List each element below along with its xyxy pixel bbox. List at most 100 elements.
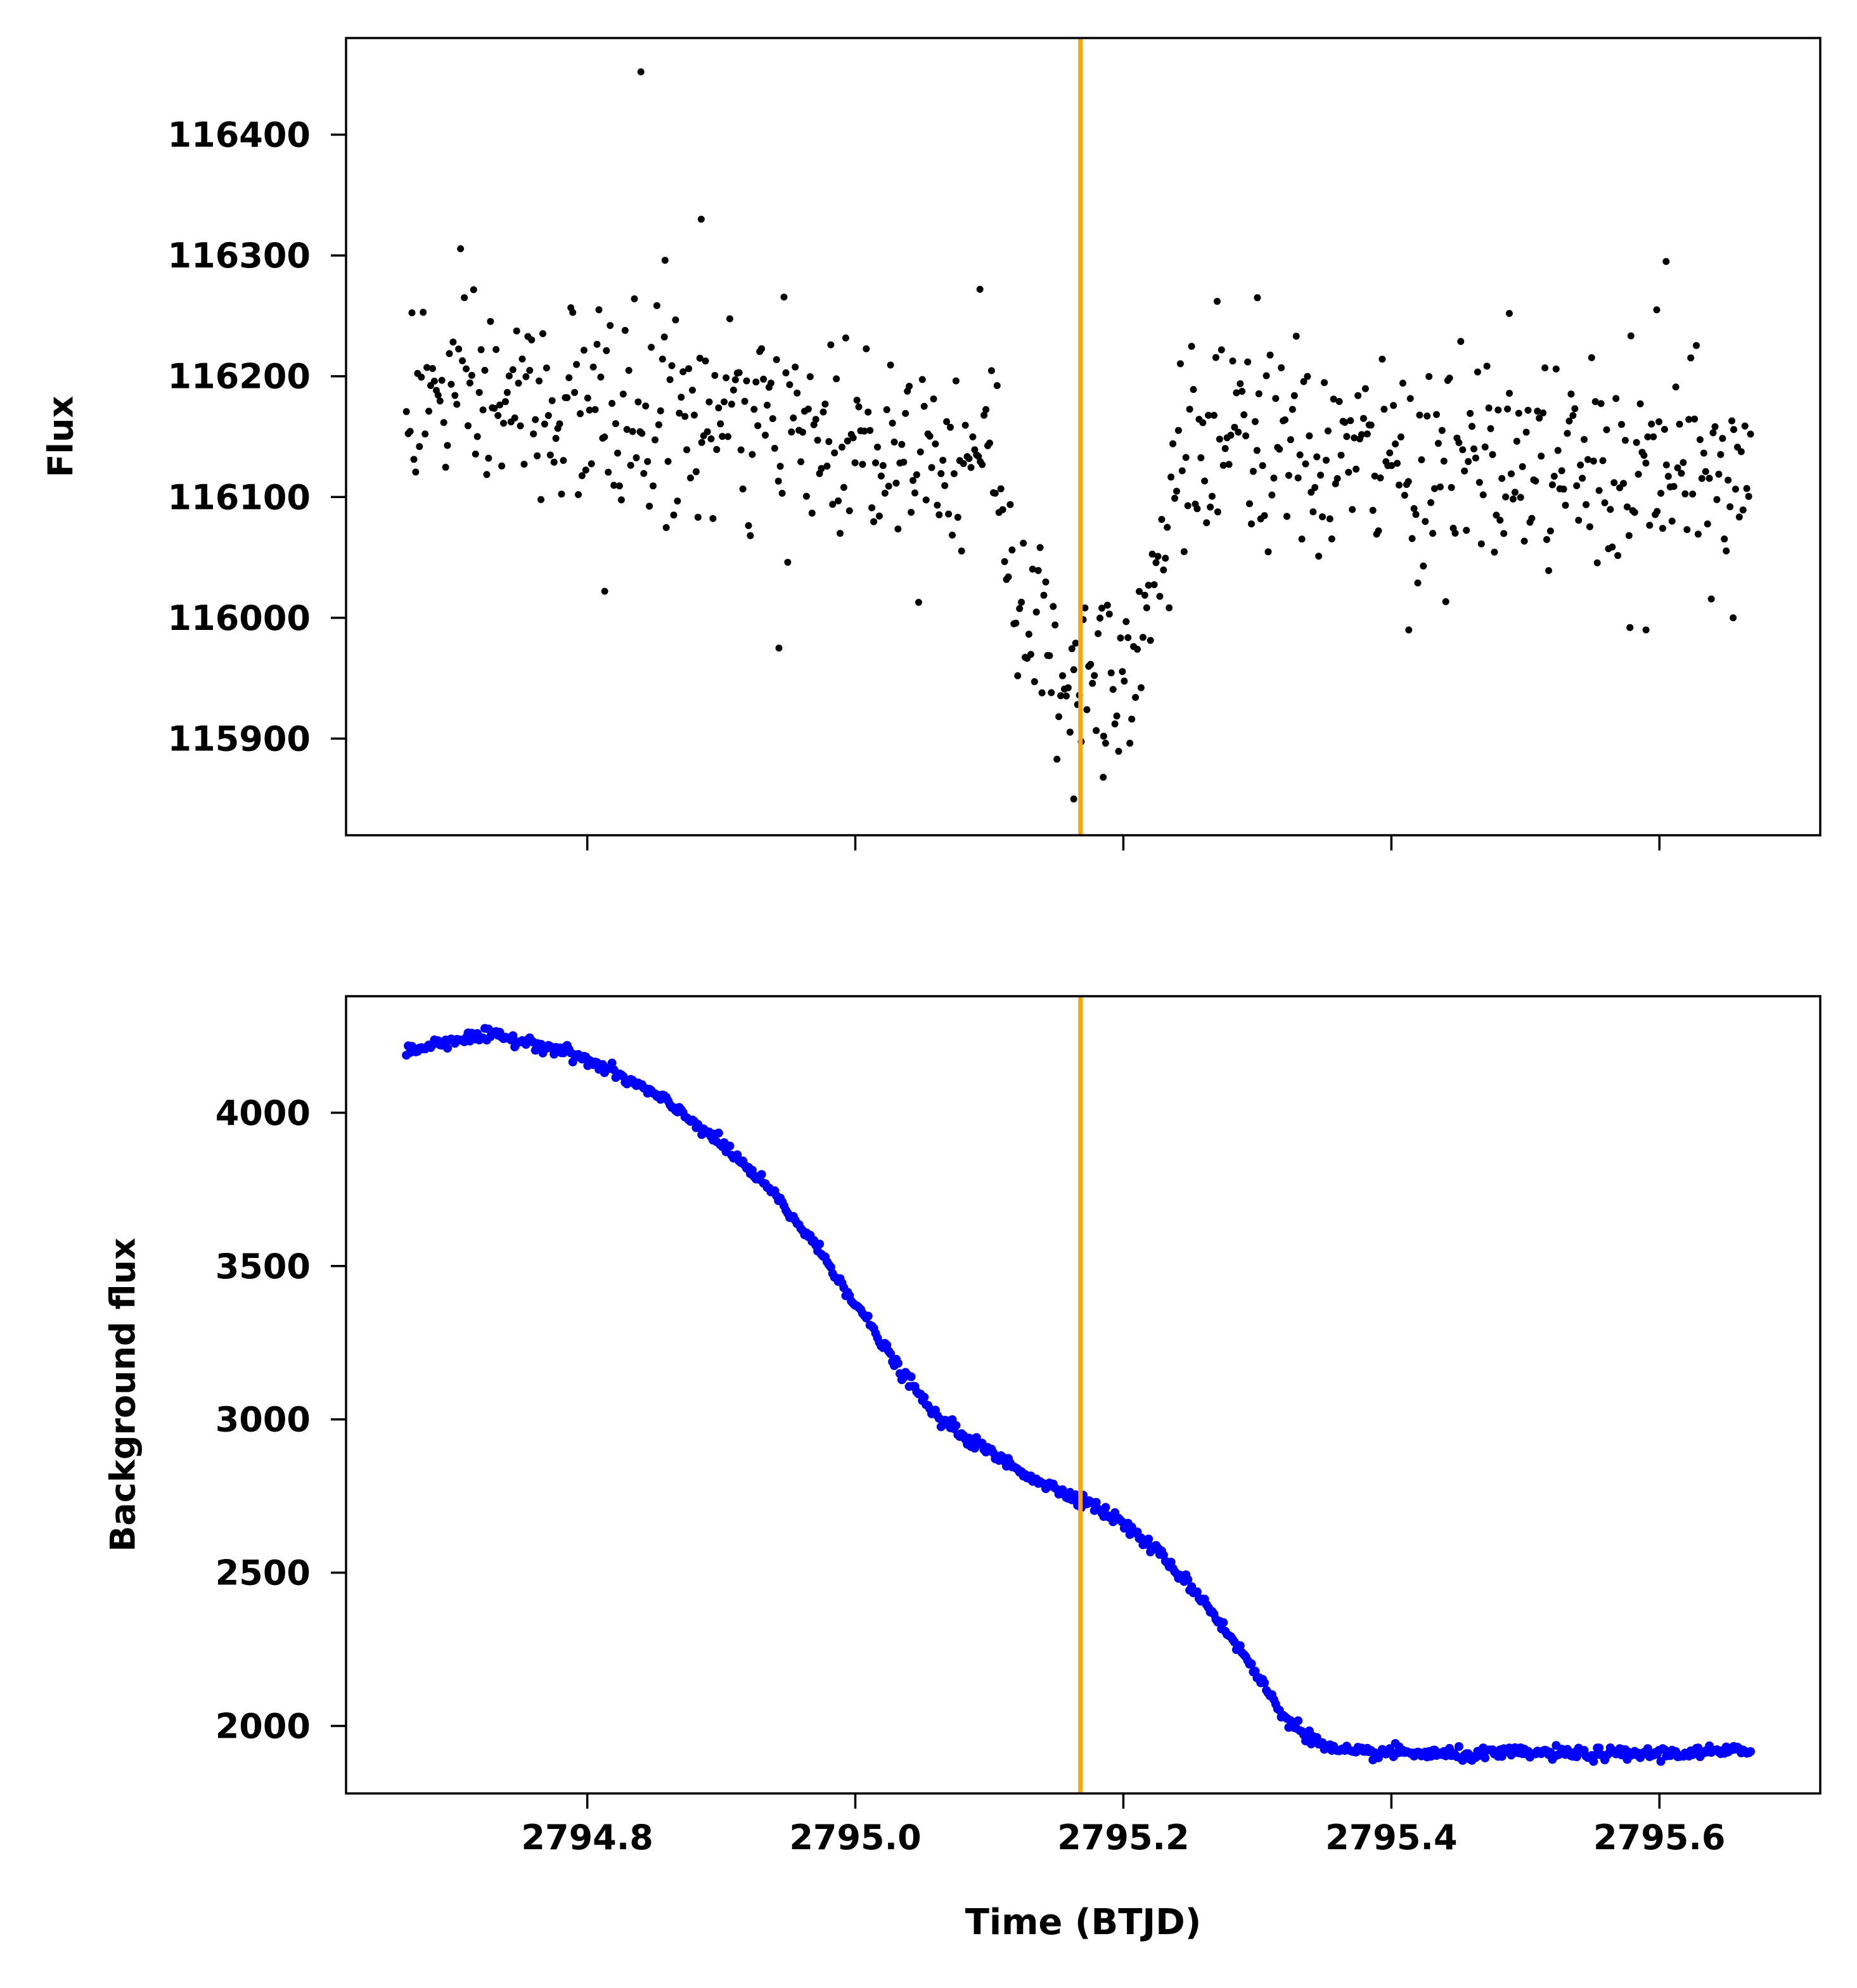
data-point [1657,489,1664,497]
data-point [752,378,760,386]
data-point [410,456,418,463]
data-point [588,460,595,468]
data-point [1214,508,1221,516]
data-point [1621,437,1629,444]
data-point [794,389,801,397]
data-point [1249,468,1257,475]
x-tick-label: 2795.6 [1593,1818,1725,1857]
flux-axes-frame [345,37,1822,837]
data-point [629,428,636,435]
data-point [537,496,544,503]
data-point [1066,728,1074,736]
background-y-axis-label: Background flux [103,1238,143,1552]
data-point [1306,432,1313,440]
data-point [1408,535,1416,542]
data-point [724,433,731,440]
data-point [608,400,616,407]
data-point [1618,421,1625,428]
data-point [1579,475,1586,482]
flux-points [402,68,1754,803]
data-point [1358,431,1365,439]
data-point [1723,547,1730,555]
data-point [412,468,420,476]
data-point [1240,411,1248,418]
data-point [548,397,556,404]
data-point [750,406,758,413]
data-point [1190,386,1197,394]
data-point [1102,740,1109,747]
data-point [870,518,878,525]
data-point [1096,614,1103,622]
data-point [775,644,783,652]
data-point [1083,706,1091,714]
data-point [1646,522,1654,529]
data-point [1369,506,1377,514]
data-point [735,369,743,376]
data-point [1263,372,1270,380]
data-point [1414,579,1422,587]
data-point [745,522,752,529]
data-point [563,394,571,401]
data-point [928,464,935,471]
y-tick-label: 116300 [168,236,311,276]
data-point [1436,483,1444,491]
data-point [659,356,666,363]
data-point [837,530,844,537]
data-point [1404,478,1412,485]
data-point [704,428,711,435]
data-point [1609,543,1616,551]
data-point [1139,634,1147,641]
data-point [960,460,967,467]
data-point [1315,553,1323,560]
data-point [1386,449,1394,457]
data-point [1451,529,1459,537]
data-point [1229,357,1237,365]
data-point [1188,343,1195,350]
data-point [1070,666,1077,674]
data-point [416,443,423,451]
background-flux-panel: 2794.8 2795.0 2795.2 2795.4 2795.6 2000 2500 3… [103,995,1822,1943]
data-point [1148,550,1156,558]
data-point [881,489,889,497]
data-point [1333,475,1341,482]
data-point [1050,603,1057,610]
data-point [1203,519,1211,527]
data-point [819,408,827,416]
data-point [855,403,863,411]
data-point [939,456,947,464]
data-point [1614,552,1622,560]
data-point [1285,471,1292,479]
data-point [916,448,924,456]
data-point [874,444,881,451]
data-point [1117,634,1124,642]
data-point [1388,462,1396,470]
data-point [767,380,774,387]
data-point [965,455,973,463]
data-point [477,346,485,354]
data-point [683,446,691,454]
data-point [1700,449,1707,457]
data-point [1349,506,1356,513]
background-axes-frame [345,995,1822,1795]
data-point [1152,559,1160,567]
data-point [799,428,806,436]
data-point [517,422,524,430]
data-point [1564,430,1571,437]
data-point [773,356,780,363]
time-x-axis-label: Time (BTJD) [965,1902,1202,1943]
data-point [681,413,689,420]
data-point [920,1392,929,1402]
data-point [1164,523,1171,531]
data-point [1174,426,1182,434]
data-point [1457,338,1465,345]
data-point [1308,489,1315,496]
data-point [697,215,705,223]
data-point [954,513,961,521]
data-point [1550,473,1558,480]
data-point [621,326,629,334]
data-point [577,410,584,418]
data-point [425,407,433,415]
data-point [788,428,795,436]
data-point [776,463,784,470]
data-point [949,531,956,539]
